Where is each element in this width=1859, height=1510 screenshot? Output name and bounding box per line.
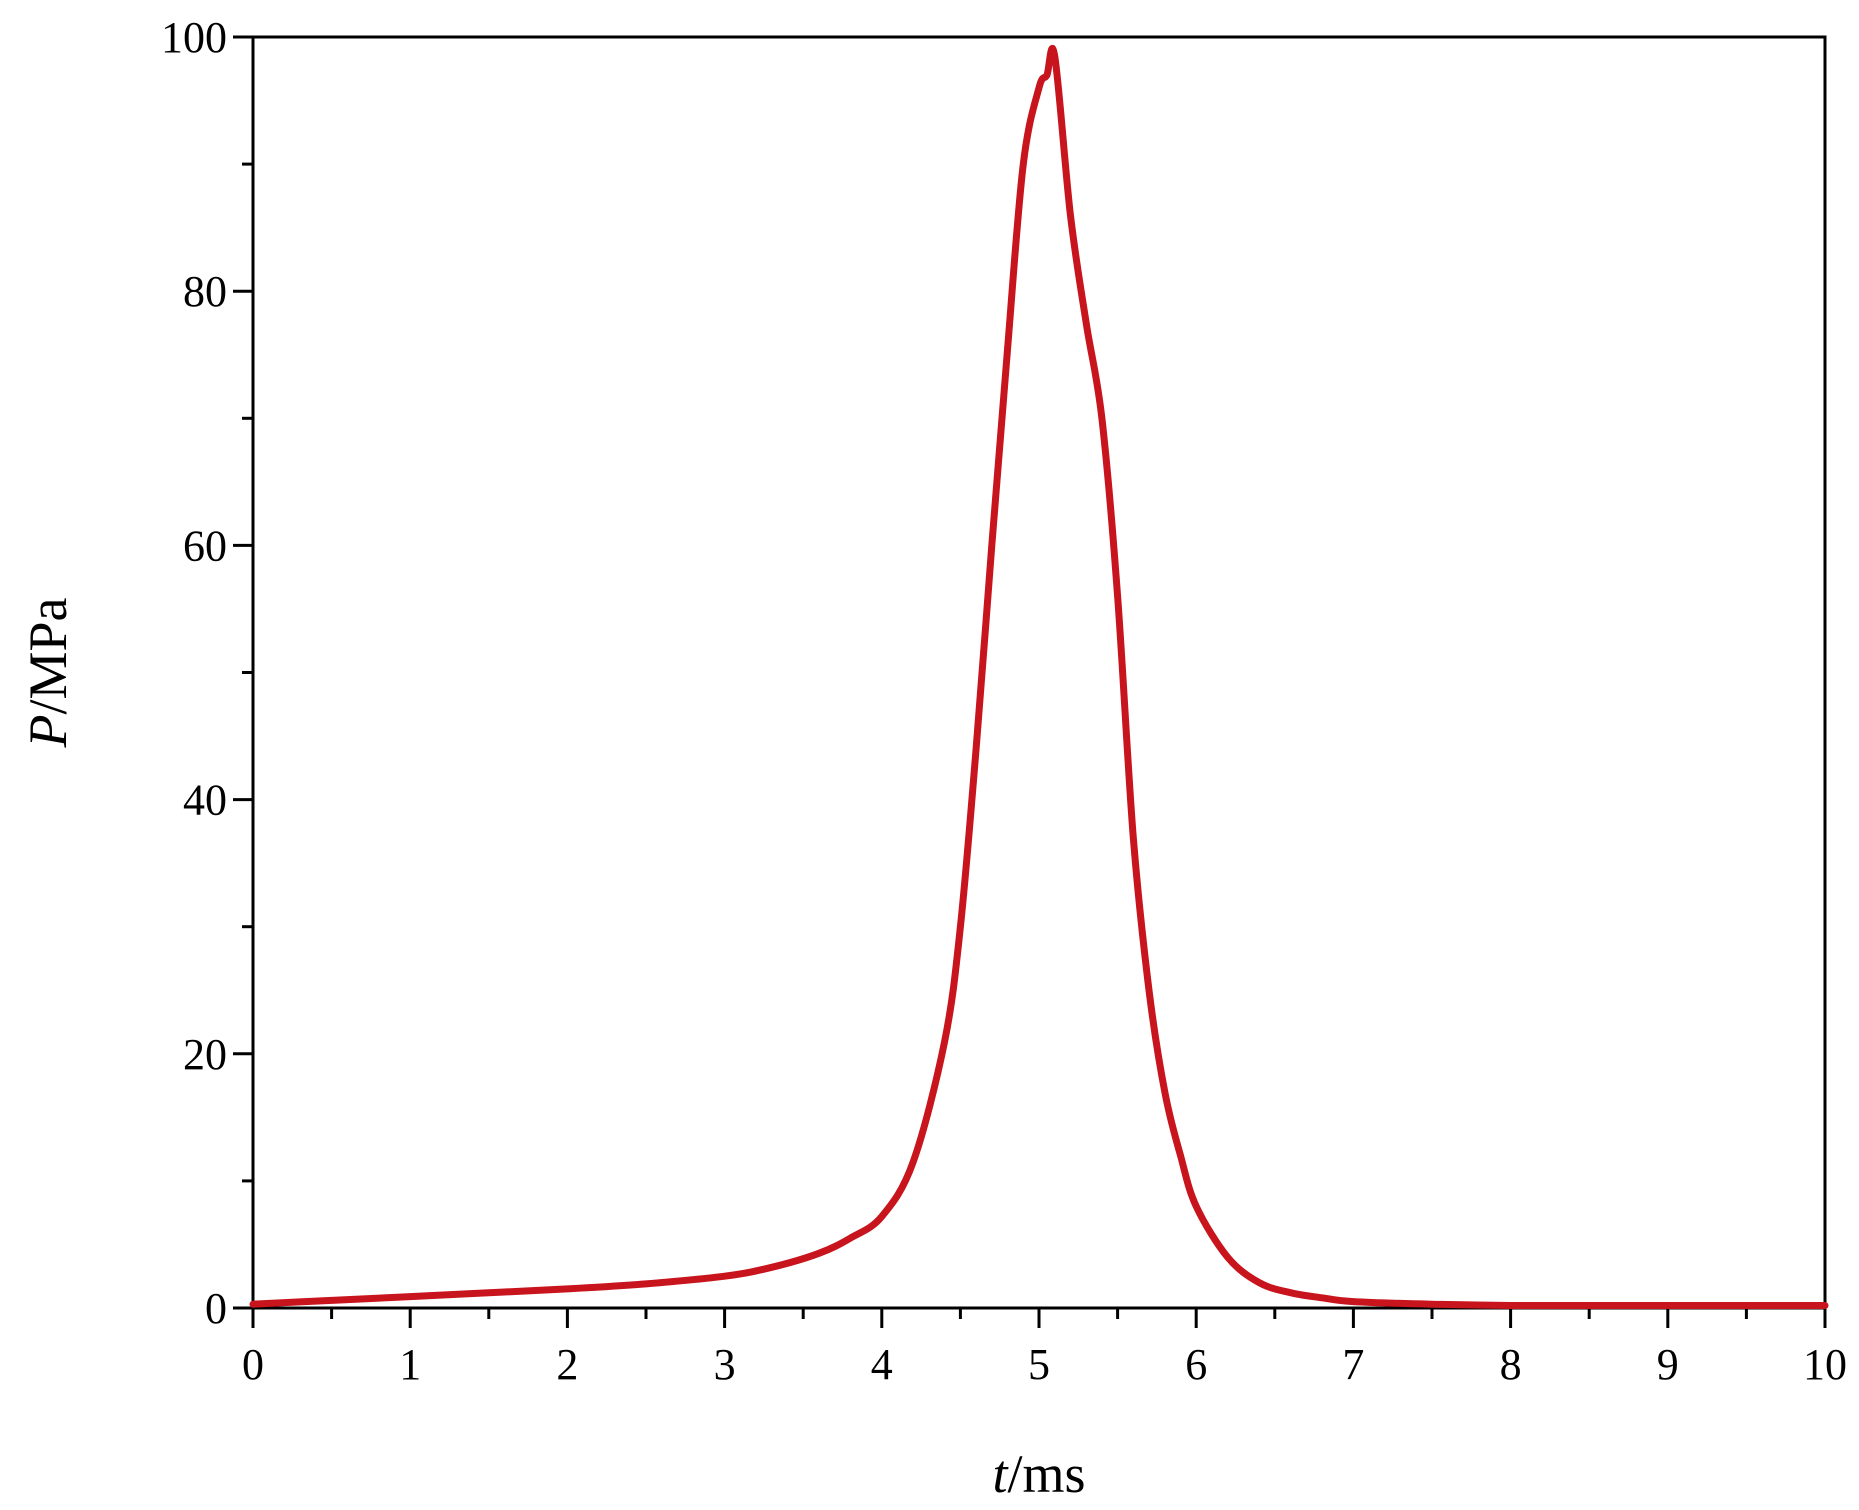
x-tick-label: 3 (714, 1340, 736, 1389)
y-tick-label: 80 (183, 267, 227, 316)
y-tick-label: 40 (183, 776, 227, 825)
x-tick-label: 10 (1803, 1340, 1847, 1389)
x-tick-label: 1 (399, 1340, 421, 1389)
y-tick-label: 0 (205, 1284, 227, 1333)
x-axis-title: t/ms (992, 1444, 1085, 1504)
y-axis-unit: /MPa (18, 597, 78, 714)
y-tick-label: 20 (183, 1030, 227, 1079)
x-axis-ticks (251, 1308, 1827, 1328)
y-axis-title: P/MPa (18, 597, 78, 748)
y-tick-label: 60 (183, 521, 227, 570)
y-tick-label: 100 (161, 13, 227, 62)
x-tick-label: 0 (242, 1340, 264, 1389)
y-axis-tick-labels: 0 20 40 60 80 100 (161, 13, 227, 1333)
x-tick-label: 7 (1342, 1340, 1364, 1389)
y-axis-variable: P (18, 715, 78, 749)
plot-frame (251, 35, 1827, 1310)
x-tick-label: 8 (1500, 1340, 1522, 1389)
x-tick-label: 6 (1185, 1340, 1207, 1389)
x-tick-label: 9 (1657, 1340, 1679, 1389)
series-line (249, 44, 1829, 1310)
x-axis-unit: /ms (1007, 1444, 1085, 1504)
x-axis-tick-labels: 0 1 2 3 4 5 6 7 8 9 10 (242, 1340, 1847, 1389)
x-tick-label: 4 (871, 1340, 893, 1389)
y-axis-ticks (233, 35, 253, 1310)
x-axis-variable: t (992, 1444, 1009, 1504)
x-tick-label: 2 (556, 1340, 578, 1389)
x-tick-label: 5 (1028, 1340, 1050, 1389)
